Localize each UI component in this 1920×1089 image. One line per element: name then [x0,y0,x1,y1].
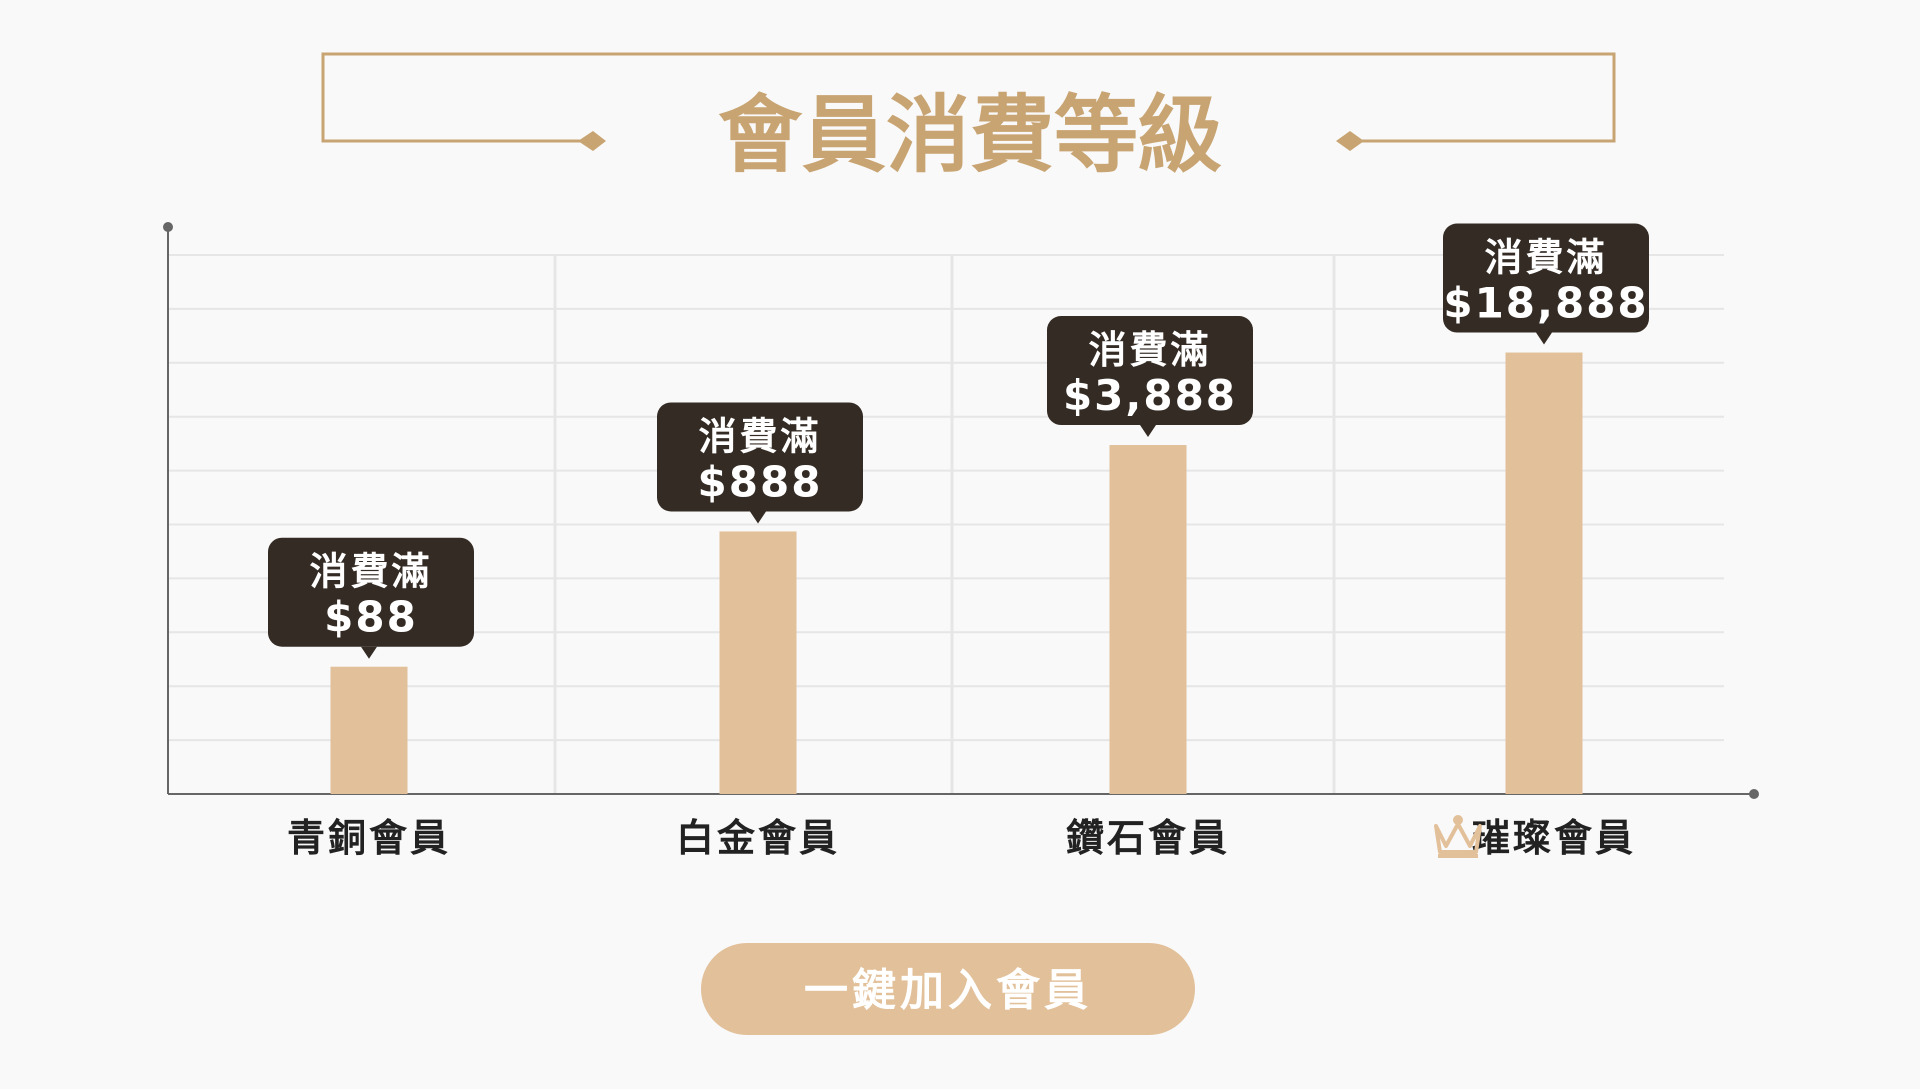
x-axis-end-dot [1749,789,1759,799]
chart-bars [330,352,1583,794]
title-frame: 會員消費等級 [321,52,1616,184]
bar-4 [1505,352,1583,794]
chart-axes [163,222,1759,799]
data-label-value: $3,888 [1063,371,1237,420]
crown-icon [1434,815,1482,858]
data-label-value: $888 [698,457,823,506]
x-tick-label-4: 璀璨會員 [1472,816,1636,860]
data-label-pointer [1536,332,1552,345]
join-member-button-bg[interactable] [701,943,1195,1035]
chart-category-labels: 青銅會員 白金會員 鑽石會員 璀璨會員 [287,815,1636,860]
title-frame-right-diamond [1336,131,1364,151]
data-label-2: 消費滿$888 [657,402,863,524]
data-label-pointer [361,646,377,659]
data-label-value: $18,888 [1443,279,1648,328]
data-label-pointer [1140,425,1156,438]
bar-3 [1109,445,1187,794]
bar-2 [719,531,797,794]
data-label-3: 消費滿$3,888 [1047,316,1253,438]
chart-grid [168,254,1724,794]
chart-title: 會員消費等級 [718,86,1222,184]
data-label-1: 消費滿$88 [268,537,474,659]
join-member-button[interactable]: 一鍵加入會員 [701,943,1195,1035]
data-label-caption: 消費滿 [1088,328,1211,372]
data-label-box [657,402,863,512]
y-axis-end-dot [163,222,173,232]
x-tick-label-3: 鑽石會員 [1066,816,1230,860]
join-member-button-label[interactable]: 一鍵加入會員 [804,965,1092,1016]
data-label-box [1047,316,1253,426]
title-frame-left-diamond [578,131,606,151]
data-label-pointer [750,511,766,524]
data-label-caption: 消費滿 [1484,236,1607,280]
data-label-caption: 消費滿 [309,550,432,594]
title-frame-left-bracket [321,52,1616,143]
data-label-4: 消費滿$18,888 [1443,223,1649,345]
data-label-box [268,537,474,647]
data-label-value: $88 [324,593,418,642]
x-tick-label-1: 青銅會員 [287,816,451,860]
data-label-caption: 消費滿 [698,414,821,458]
x-tick-label-2: 白金會員 [676,816,840,860]
bar-1 [330,666,408,794]
data-label-box [1443,223,1649,333]
